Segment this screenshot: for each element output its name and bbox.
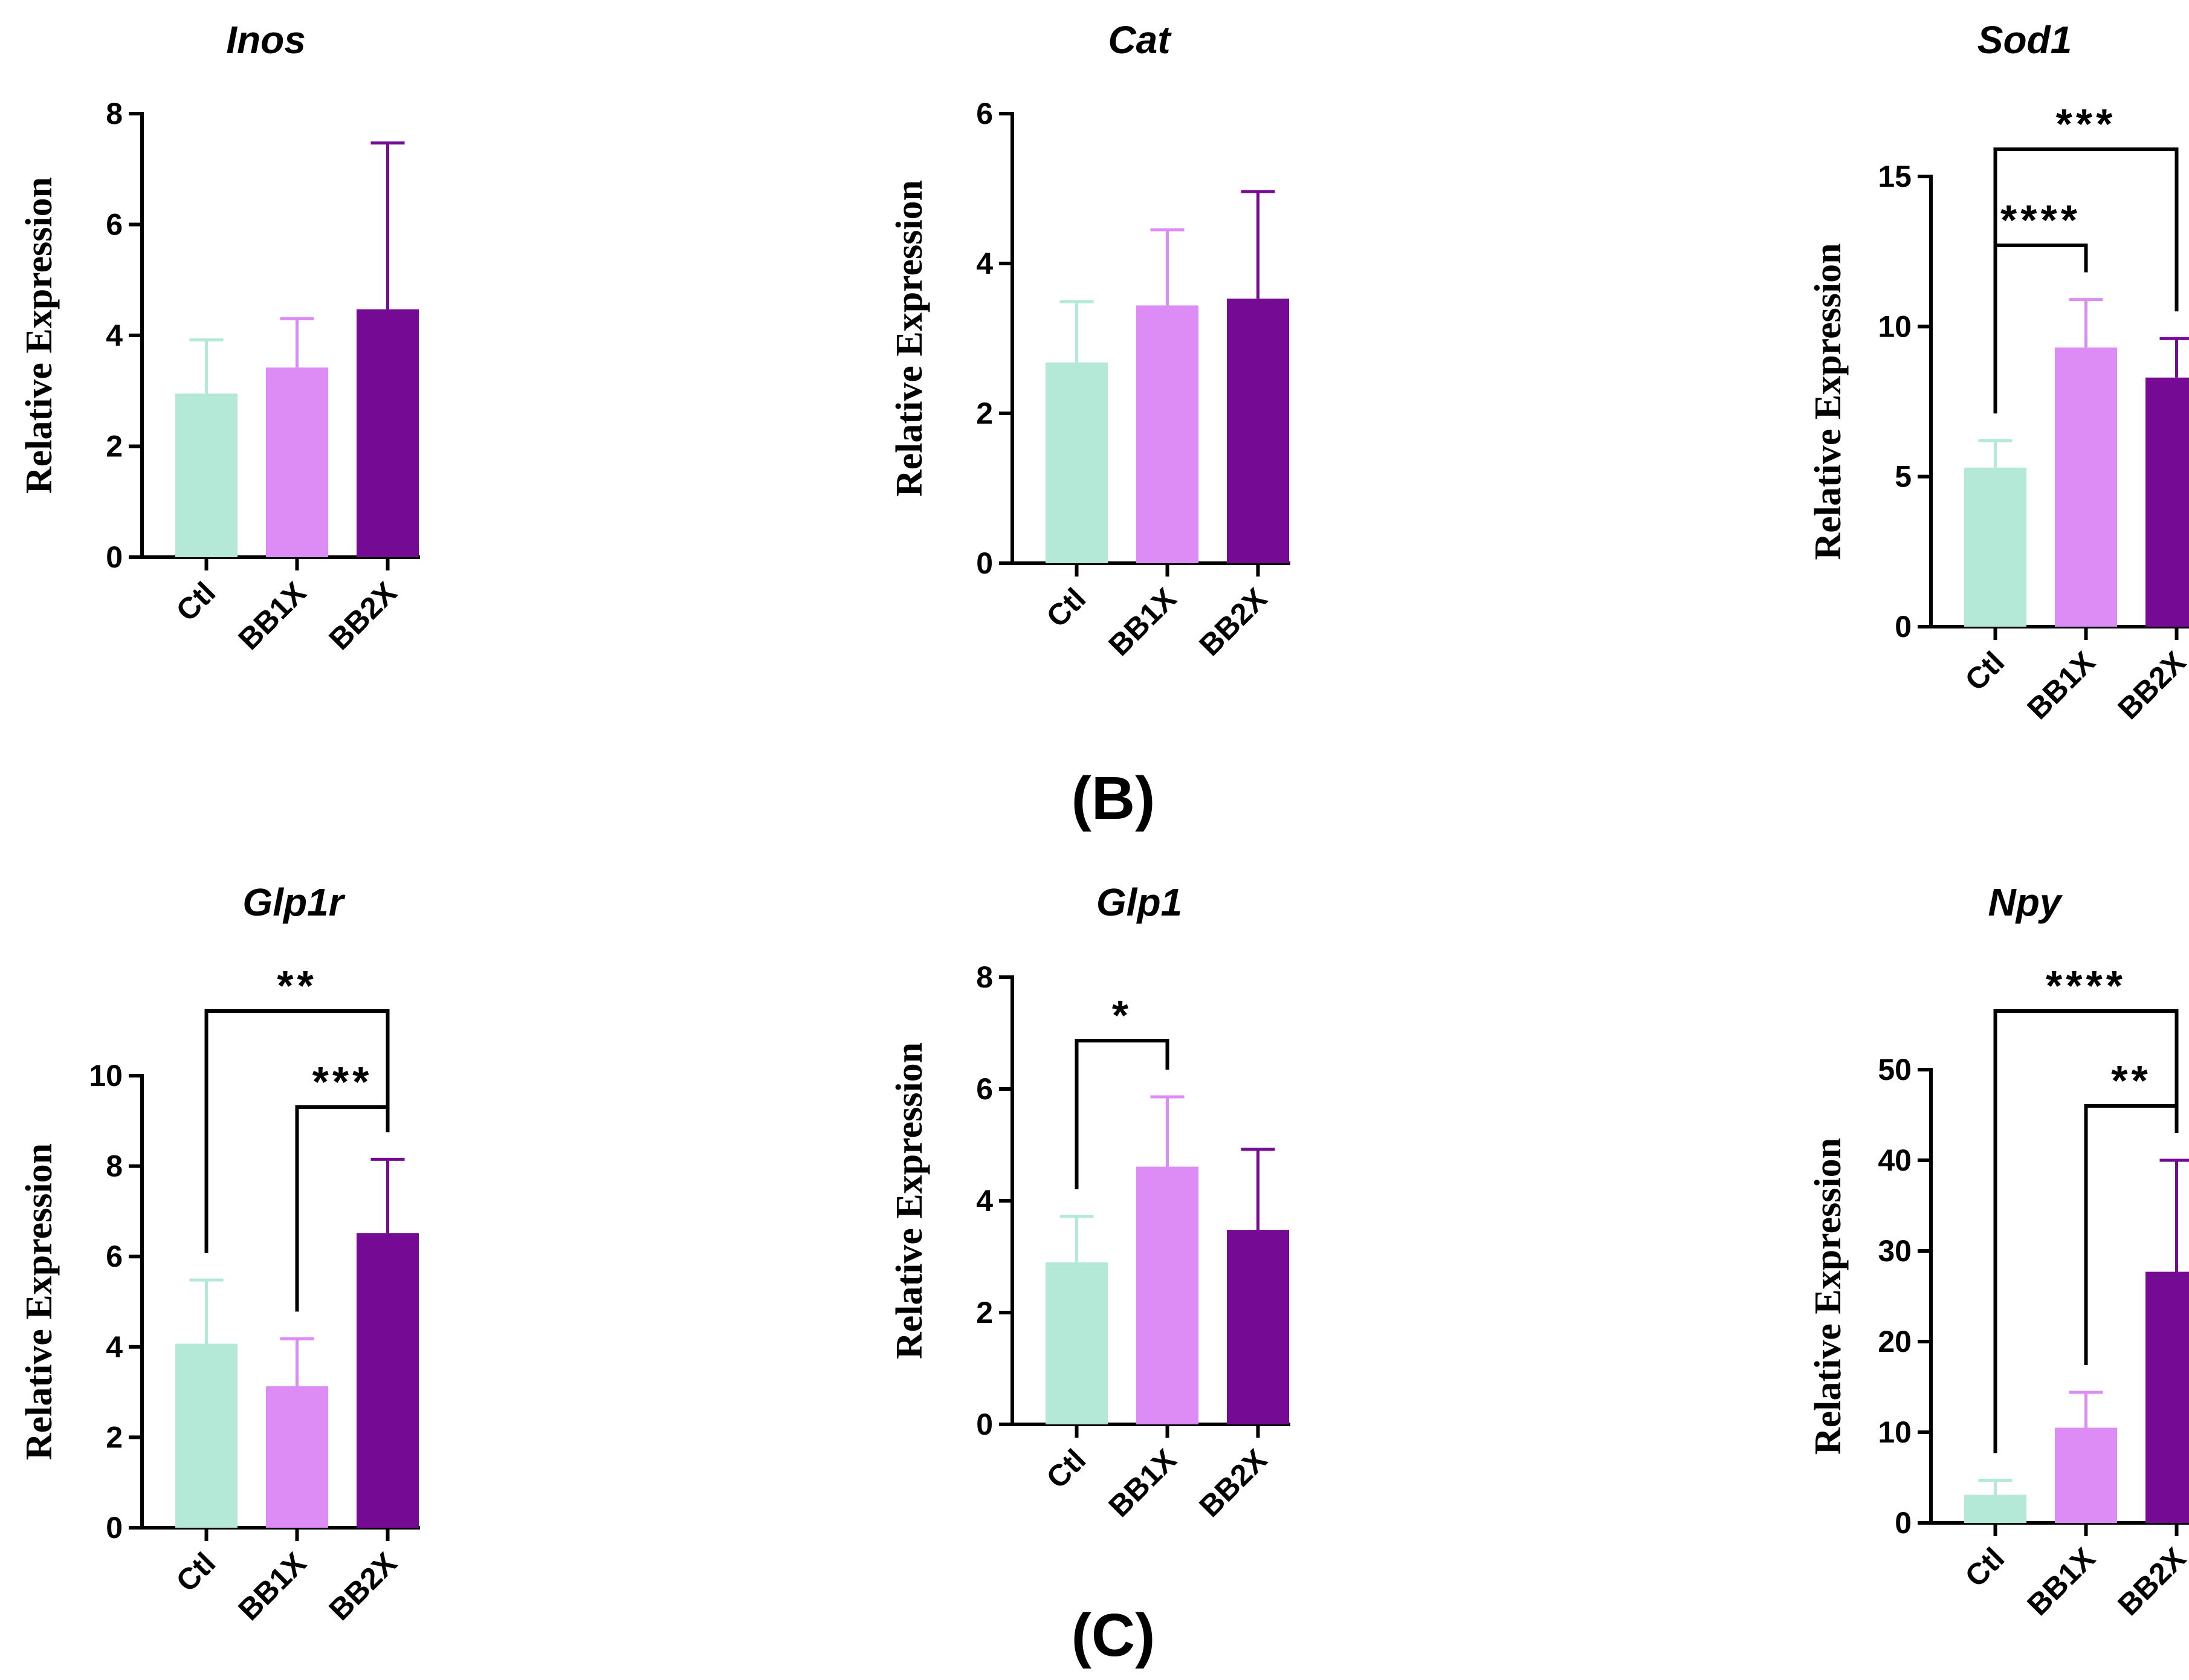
- sod1-bar-bb1x: [2055, 347, 2117, 627]
- glp1-ytick-label: 0: [976, 1407, 993, 1441]
- inos-ylabel: Relative Expression: [19, 177, 60, 494]
- cat-bar-ctl: [1046, 362, 1108, 563]
- glp1r-significance-label: ***: [312, 1058, 373, 1105]
- npy-ytick-label: 0: [1895, 1506, 1912, 1540]
- glp1r-bar-ctl: [175, 1343, 238, 1528]
- cat-ytick-label: 4: [976, 247, 993, 280]
- chart-npy: Npy Relative Expression 0 10 20 30 40 50 Ctl BB1X…: [1808, 880, 2189, 1622]
- npy-significance-bracket: [1993, 1009, 2179, 1453]
- chart-inos: Inos Relative Expression 0 2 4 6 8 Ctl BB1X BB2X: [19, 18, 420, 656]
- npy-bar-ctl: [1964, 1494, 2026, 1523]
- glp1r-ytick-label: 4: [106, 1330, 123, 1364]
- glp1-bar-bb1x: [1136, 1166, 1198, 1424]
- sod1-ytick-label: 15: [1878, 160, 1912, 193]
- npy-title: Npy: [1988, 880, 2063, 924]
- glp1r-ytick-label: 0: [106, 1511, 123, 1545]
- cat-ylabel: Relative Expression: [889, 180, 930, 497]
- cat-title: Cat: [1108, 18, 1172, 62]
- cat-ytick-label: 2: [976, 396, 993, 430]
- npy-ytick-label: 40: [1878, 1143, 1912, 1177]
- inos-bar-bb2x: [357, 309, 419, 557]
- sod1-ylabel: Relative Expression: [1808, 243, 1849, 560]
- inos-xtick-label: BB2X: [322, 575, 403, 656]
- glp1-ytick-label: 6: [976, 1072, 993, 1106]
- inos-bar-ctl: [175, 393, 238, 557]
- npy-significance-label: ****: [2046, 962, 2126, 1009]
- chart-sod1: Sod1 Relative Expression 0 5 10 15 Ctl BB1X BB2X…: [1808, 18, 2189, 726]
- glp1r-xtick-label: Ctl: [170, 1546, 222, 1598]
- panel-label-b: (B): [1072, 764, 1156, 832]
- inos-ytick-label: 0: [106, 540, 123, 574]
- sod1-bar-bb2x: [2145, 377, 2189, 627]
- glp1r-significance-bracket: [204, 1009, 390, 1253]
- glp1-ytick-label: 4: [976, 1184, 993, 1218]
- cat-xtick-label: BB2X: [1192, 581, 1273, 662]
- cat-ytick-label: 6: [976, 97, 993, 131]
- sod1-ytick-label: 0: [1895, 610, 1912, 644]
- npy-ytick-label: 10: [1878, 1415, 1912, 1449]
- sod1-xtick-label: Ctl: [1959, 645, 2011, 697]
- sod1-ytick-label: 10: [1878, 309, 1912, 343]
- inos-ytick-label: 4: [106, 318, 123, 352]
- chart-cat: Cat Relative Expression 0 2 4 6 Ctl BB1X BB2X: [889, 18, 1290, 662]
- npy-xtick-label: BB1X: [2020, 1541, 2101, 1622]
- glp1-ylabel: Relative Expression: [889, 1042, 930, 1359]
- cat-ytick-label: 0: [976, 546, 993, 580]
- sod1-bar-ctl: [1964, 467, 2026, 627]
- cat-bar-bb1x: [1136, 305, 1198, 563]
- npy-ytick-label: 50: [1878, 1053, 1912, 1087]
- inos-ytick-label: 8: [106, 97, 123, 131]
- glp1-xtick-label: Ctl: [1040, 1443, 1093, 1495]
- chart-glp1r: Glp1r Relative Expression 0 2 4 6 8 10 Ctl BB1X BB…: [19, 880, 420, 1627]
- glp1-bar-ctl: [1046, 1262, 1108, 1424]
- glp1-significance-label: *: [1112, 992, 1132, 1039]
- sod1-xtick-label: BB2X: [2111, 645, 2189, 726]
- glp1r-significance-label: **: [277, 962, 317, 1009]
- glp1r-ytick-label: 8: [106, 1149, 123, 1183]
- glp1-xtick-label: BB2X: [1192, 1443, 1273, 1523]
- cat-xtick-label: Ctl: [1040, 581, 1093, 634]
- inos-xtick-label: Ctl: [170, 575, 222, 628]
- inos-title: Inos: [226, 18, 306, 62]
- inos-xtick-label: BB1X: [231, 575, 312, 656]
- glp1r-bar-bb2x: [357, 1233, 419, 1528]
- sod1-xtick-label: BB1X: [2020, 645, 2101, 726]
- npy-xtick-label: BB2X: [2111, 1541, 2189, 1622]
- glp1r-ytick-label: 6: [106, 1239, 123, 1273]
- npy-ytick-label: 30: [1878, 1234, 1912, 1268]
- sod1-title: Sod1: [1977, 18, 2072, 62]
- glp1-xtick-label: BB1X: [1102, 1443, 1183, 1523]
- glp1-bar-bb2x: [1227, 1230, 1289, 1424]
- chart-glp1: Glp1 Relative Expression 0 2 4 6 8 Ctl BB1X BB2X *: [889, 880, 1290, 1523]
- sod1-ytick-label: 5: [1895, 460, 1912, 494]
- inos-ytick-label: 6: [106, 208, 123, 242]
- cat-xtick-label: BB1X: [1102, 581, 1183, 662]
- sod1-significance-label: ***: [2056, 100, 2116, 147]
- glp1r-xtick-label: BB1X: [231, 1546, 312, 1627]
- panel-label-c: (C): [1072, 1601, 1156, 1669]
- inos-ytick-label: 2: [106, 430, 123, 464]
- glp1r-title: Glp1r: [242, 880, 345, 924]
- cat-bar-bb2x: [1227, 299, 1289, 563]
- npy-ytick-label: 20: [1878, 1325, 1912, 1359]
- npy-bar-bb2x: [2145, 1271, 2189, 1523]
- glp1-title: Glp1: [1096, 880, 1182, 924]
- npy-ylabel: Relative Expression: [1808, 1138, 1849, 1455]
- glp1r-ylabel: Relative Expression: [19, 1143, 60, 1460]
- npy-bar-bb1x: [2055, 1427, 2117, 1523]
- glp1r-ytick-label: 2: [106, 1420, 123, 1454]
- npy-xtick-label: Ctl: [1959, 1541, 2011, 1594]
- glp1r-bar-bb1x: [266, 1386, 328, 1528]
- glp1r-xtick-label: BB2X: [322, 1546, 403, 1627]
- sod1-significance-label: ****: [2000, 196, 2081, 244]
- glp1-ytick-label: 2: [976, 1296, 993, 1329]
- inos-bar-bb1x: [266, 367, 328, 557]
- npy-significance-label: **: [2111, 1057, 2151, 1104]
- sod1-significance-bracket: [1993, 147, 2179, 414]
- glp1r-ytick-label: 10: [89, 1059, 123, 1093]
- glp1-significance-bracket: [1075, 1039, 1169, 1189]
- glp1-ytick-label: 8: [976, 960, 993, 994]
